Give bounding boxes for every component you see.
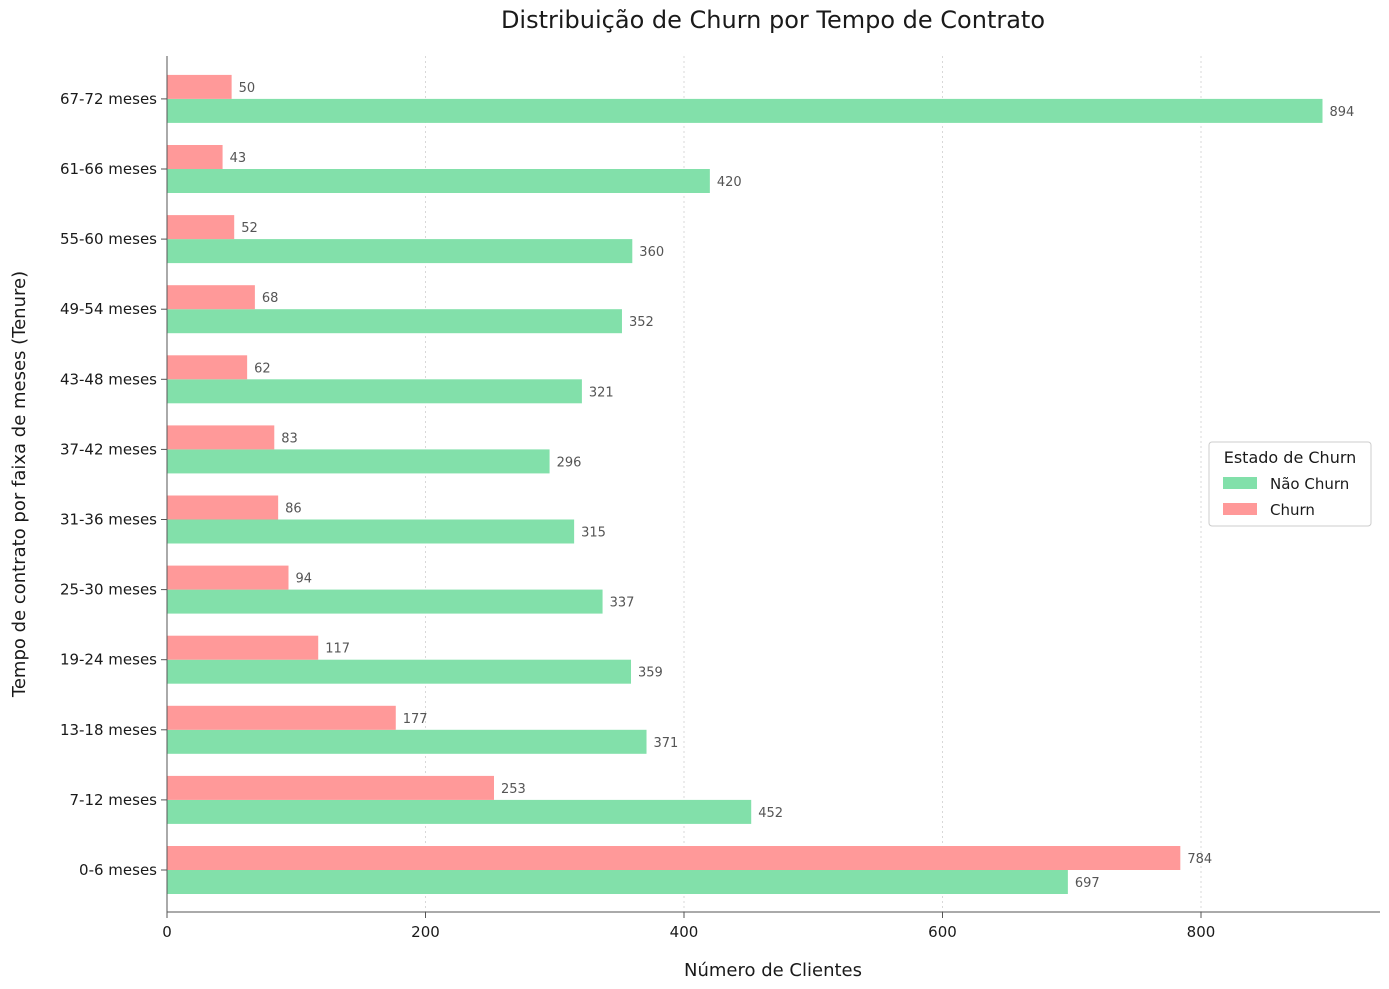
legend-title: Estado de Churn xyxy=(1224,448,1357,467)
data-label: 52 xyxy=(241,221,258,236)
y-tick-label: 61-66 meses xyxy=(60,160,157,178)
bar-churn xyxy=(167,74,232,99)
data-label: 697 xyxy=(1075,876,1100,891)
bar-nao-churn xyxy=(167,659,632,684)
bar-churn xyxy=(167,425,275,450)
bar-nao-churn xyxy=(167,98,1323,123)
data-label: 94 xyxy=(295,572,312,587)
y-tick-label: 55-60 meses xyxy=(60,230,157,248)
bar-churn xyxy=(167,355,248,380)
y-ticks: 0-6 meses 7-12 meses 13-18 meses 19-24 mese… xyxy=(60,90,167,879)
y-tick-label: 7-12 meses xyxy=(69,791,157,809)
x-tick-label: 400 xyxy=(670,923,699,941)
data-label: 321 xyxy=(589,385,614,400)
bar-nao-churn xyxy=(167,169,710,193)
bar-nao-churn xyxy=(167,870,1068,894)
data-label: 359 xyxy=(638,666,663,681)
bar-churn xyxy=(167,565,289,590)
bar-churn xyxy=(167,495,279,520)
bar-churn xyxy=(167,846,1181,870)
x-tick-label: 0 xyxy=(162,923,172,941)
y-tick-label: 67-72 meses xyxy=(60,90,157,108)
data-label: 253 xyxy=(501,782,526,797)
y-tick-label: 43-48 meses xyxy=(60,370,157,388)
data-label: 452 xyxy=(758,806,783,821)
bar-churn xyxy=(167,285,255,310)
bars xyxy=(167,74,1323,894)
y-tick-label: 0-6 meses xyxy=(79,861,157,879)
legend-swatch-churn xyxy=(1223,503,1257,515)
data-label: 371 xyxy=(654,736,679,751)
axes xyxy=(166,56,1380,913)
data-label: 315 xyxy=(581,526,606,541)
data-label: 784 xyxy=(1187,852,1212,867)
y-axis-label: Tempo de contrato por faixa de meses (Te… xyxy=(9,271,30,698)
bar-churn xyxy=(167,215,235,240)
bar-churn xyxy=(167,635,319,660)
data-label: 50 xyxy=(239,81,256,96)
data-label: 360 xyxy=(639,245,664,260)
data-label: 43 xyxy=(230,151,247,166)
data-label: 86 xyxy=(285,502,302,517)
y-tick-label: 19-24 meses xyxy=(60,651,157,669)
y-tick-label: 13-18 meses xyxy=(60,721,157,739)
bar-nao-churn xyxy=(167,799,752,824)
x-axis-label: Número de Clientes xyxy=(684,960,862,981)
data-label: 62 xyxy=(254,361,271,376)
legend-swatch-nao-churn xyxy=(1223,477,1257,489)
chart-title: Distribuição de Churn por Tempo de Contr… xyxy=(501,6,1045,34)
legend: Estado de Churn Não Churn Churn xyxy=(1208,441,1372,527)
data-label: 337 xyxy=(610,596,635,611)
bar-churn xyxy=(167,145,223,169)
data-label: 352 xyxy=(629,315,654,330)
data-label: 68 xyxy=(262,291,279,306)
bar-nao-churn xyxy=(167,309,622,334)
x-tick-label: 200 xyxy=(411,923,440,941)
y-tick-label: 49-54 meses xyxy=(60,300,157,318)
bar-nao-churn xyxy=(167,379,582,404)
data-label: 117 xyxy=(325,642,350,657)
y-tick-label: 31-36 meses xyxy=(60,511,157,529)
x-tick-label: 600 xyxy=(928,923,957,941)
data-label: 420 xyxy=(717,175,742,190)
bar-nao-churn xyxy=(167,519,575,544)
bar-churn xyxy=(167,705,396,730)
x-tick-label: 800 xyxy=(1187,923,1216,941)
bar-nao-churn xyxy=(167,449,550,474)
bar-nao-churn xyxy=(167,239,633,264)
data-labels: 697 784 452 253 371 177 359 117 337 94 315 86 296 83 3… xyxy=(230,81,1355,891)
bar-nao-churn xyxy=(167,729,647,754)
legend-label-nao-churn: Não Churn xyxy=(1270,475,1349,493)
bar-churn xyxy=(167,775,495,800)
data-label: 296 xyxy=(557,455,582,470)
x-ticks: 0 200 400 600 800 xyxy=(162,912,1215,941)
y-tick-label: 37-42 meses xyxy=(60,440,157,458)
data-label: 83 xyxy=(281,431,298,446)
bar-nao-churn xyxy=(167,589,603,614)
legend-label-churn: Churn xyxy=(1270,501,1315,519)
y-tick-label: 25-30 meses xyxy=(60,581,157,599)
data-label: 894 xyxy=(1329,105,1354,120)
data-label: 177 xyxy=(403,712,428,727)
